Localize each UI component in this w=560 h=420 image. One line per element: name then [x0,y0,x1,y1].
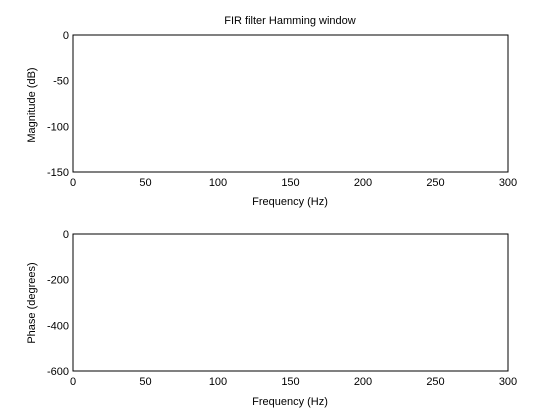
phase-x-tick-label: 150 [281,376,299,388]
magnitude-axes-frame [72,34,509,173]
phase-y-label: Phase (degrees) [26,262,38,343]
phase-x-tick-label: 100 [209,376,227,388]
magnitude-x-tick-label: 50 [139,177,151,189]
magnitude-x-tick-label: 100 [209,177,227,189]
magnitude-x-tick-label: 150 [281,177,299,189]
phase-x-tick-label: 50 [139,376,151,388]
magnitude-x-label: Frequency (Hz) [252,196,328,208]
phase-y-tick-label: -200 [47,275,69,287]
phase-axes-frame [72,233,509,372]
phase-y-tick-label: -600 [47,366,69,378]
magnitude-x-tick-label: 300 [499,177,517,189]
magnitude-y-tick-label: 0 [63,30,69,42]
magnitude-x-tick-label: 250 [426,177,444,189]
phase-x-tick-label: 250 [426,376,444,388]
magnitude-x-tick-label: 200 [354,177,372,189]
phase-y-tick-label: 0 [63,229,69,241]
magnitude-y-tick-label: -100 [47,121,69,133]
phase-x-tick-label: 300 [499,376,517,388]
phase-plot: 0 50 100 150 200 250 300 0 -200 -400 -600 [47,229,517,388]
magnitude-plot: 0 50 100 150 200 250 300 0 -50 -100 -150 [47,30,517,189]
figure-title: FIR filter Hamming window [224,15,355,27]
phase-x-tick-label: 200 [354,376,372,388]
phase-x-label: Frequency (Hz) [252,396,328,408]
phase-y-tick-label: -400 [47,320,69,332]
magnitude-y-tick-label: -150 [47,167,69,179]
magnitude-y-tick-label: -50 [53,76,69,88]
magnitude-y-label: Magnitude (dB) [26,67,38,142]
magnitude-x-tick-label: 0 [70,177,76,189]
phase-x-tick-label: 0 [70,376,76,388]
